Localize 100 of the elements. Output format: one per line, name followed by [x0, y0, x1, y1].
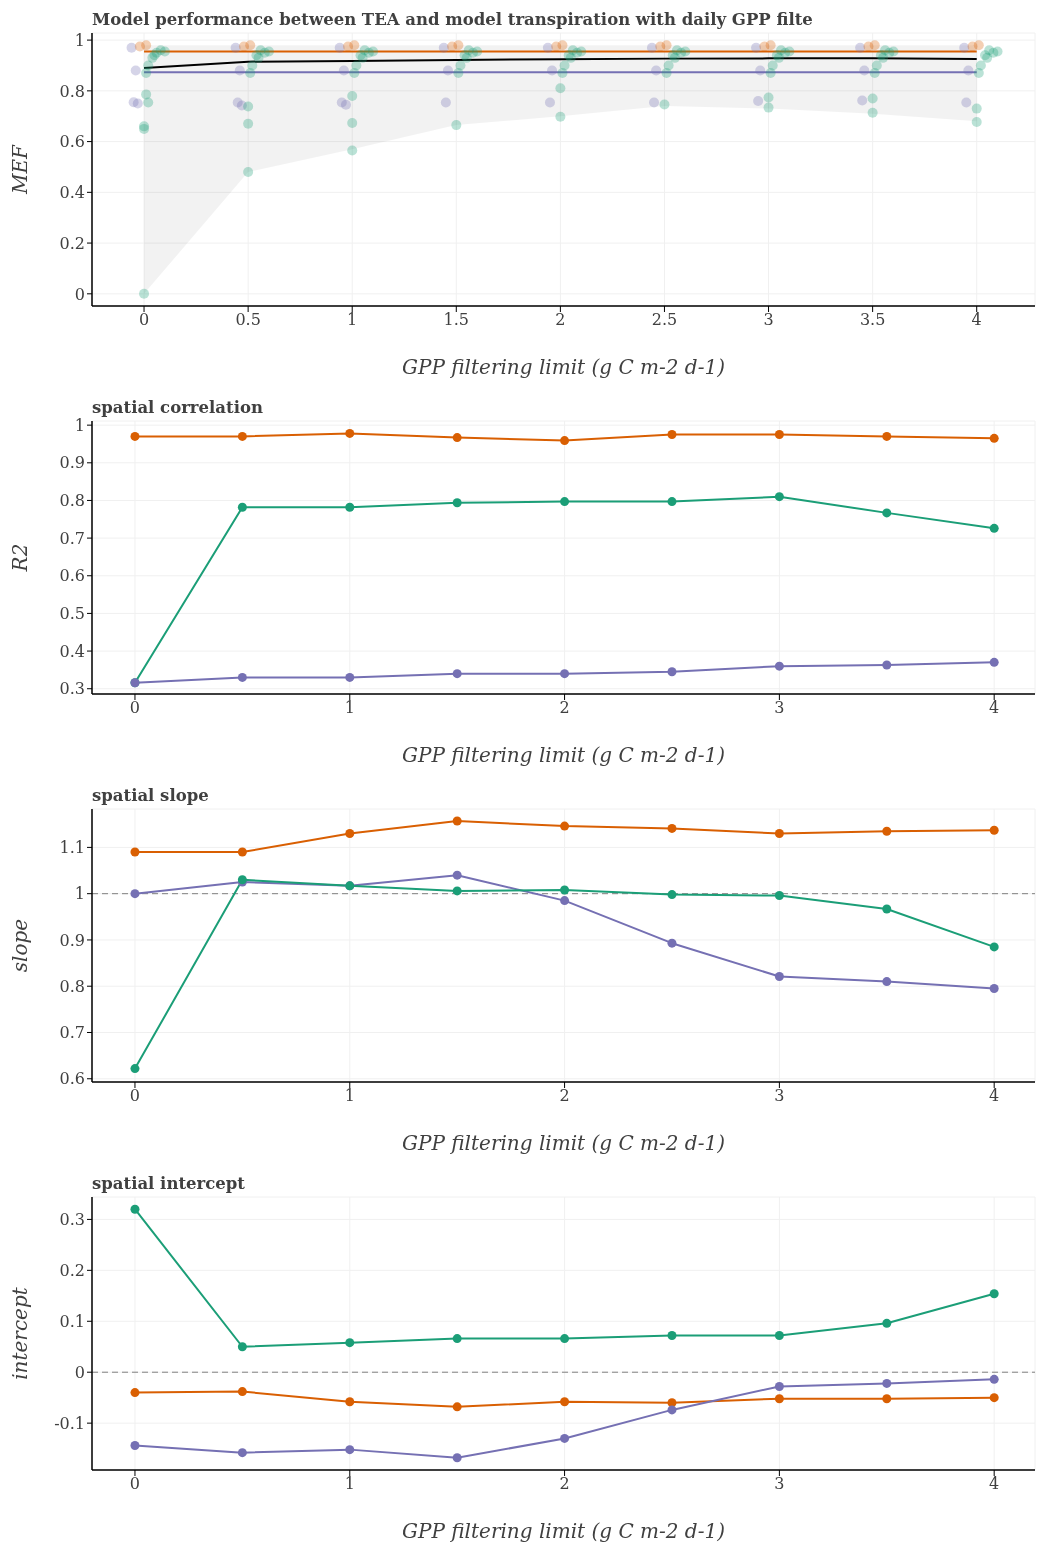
chart-title: spatial slope [92, 786, 209, 805]
point [452, 433, 462, 443]
point [751, 42, 762, 53]
y-tick-label: 0.4 [59, 183, 85, 203]
point [234, 65, 245, 76]
point [349, 40, 360, 51]
y-tick-label: 0.2 [59, 1261, 85, 1281]
x-axis-title: GPP filtering limit (g C m-2 d-1) [402, 355, 725, 379]
x-axis-title: GPP filtering limit (g C m-2 d-1) [402, 1519, 725, 1543]
x-tick-label: 0 [129, 1474, 141, 1494]
x-tick-label: 2 [555, 310, 566, 330]
point [667, 497, 677, 507]
point [544, 97, 555, 108]
y-tick-label: 0.7 [59, 1023, 85, 1043]
point [869, 40, 880, 51]
point [130, 65, 141, 76]
point [560, 436, 570, 446]
point [646, 42, 657, 53]
x-tick-label: 3.5 [859, 310, 886, 330]
x-tick-label: 4 [989, 1086, 1000, 1106]
point [765, 40, 776, 51]
y-tick-label: 1.1 [59, 838, 85, 858]
point [340, 99, 351, 110]
y-tick-label: 0.5 [59, 604, 85, 624]
x-tick-label: 3 [774, 1474, 785, 1494]
point [774, 430, 784, 440]
point [882, 660, 892, 670]
point [345, 502, 355, 512]
point [667, 890, 677, 900]
y-tick-label: 1 [74, 415, 85, 435]
point [753, 96, 764, 106]
point [237, 502, 247, 512]
y-tick-label: 0 [74, 284, 85, 304]
x-tick-label: 3 [774, 698, 785, 718]
point [882, 977, 892, 987]
x-tick-label: 1 [344, 1474, 355, 1494]
point [452, 886, 462, 896]
point [130, 1388, 140, 1398]
point [130, 889, 140, 899]
x-tick-label: 2 [559, 1086, 570, 1106]
point [130, 847, 140, 857]
point [237, 672, 247, 682]
x-tick-label: 1.5 [443, 310, 470, 330]
y-tick-label: 0.9 [59, 453, 85, 473]
point [560, 497, 570, 507]
point [882, 1318, 892, 1328]
point [667, 1331, 677, 1341]
point [345, 1397, 355, 1407]
point [345, 428, 355, 438]
point [560, 821, 570, 831]
point [859, 65, 870, 76]
point [338, 65, 349, 76]
point [661, 40, 672, 51]
point [989, 657, 999, 667]
point [345, 1338, 355, 1348]
point [560, 669, 570, 679]
chart-title: spatial intercept [92, 1174, 245, 1193]
point [547, 65, 558, 76]
point [452, 669, 462, 679]
point [882, 904, 892, 914]
point [667, 938, 677, 948]
point [989, 825, 999, 835]
y-tick-label: -0.1 [54, 1413, 85, 1433]
point [882, 508, 892, 518]
point [442, 65, 453, 76]
point [774, 972, 784, 981]
point [560, 896, 570, 906]
point [882, 826, 892, 836]
y-tick-label: 1 [74, 30, 85, 50]
y-tick-label: 0 [74, 1362, 85, 1382]
point [557, 40, 568, 51]
y-tick-label: 0.8 [59, 491, 85, 511]
point [774, 1331, 784, 1341]
point [774, 891, 784, 901]
point [651, 65, 662, 76]
point [438, 42, 449, 53]
point [882, 1394, 892, 1404]
point [452, 1453, 462, 1463]
y-tick-label: 0.1 [59, 1311, 85, 1331]
y-tick-label: 0.8 [59, 81, 85, 101]
point [345, 1445, 355, 1455]
point [989, 1374, 999, 1384]
y-axis-title: R2 [8, 543, 33, 573]
x-tick-label: 0 [129, 698, 141, 718]
point [649, 97, 660, 108]
x-tick-label: 3 [763, 310, 774, 330]
point [560, 1433, 570, 1443]
point [237, 847, 247, 857]
point [774, 661, 784, 671]
point [130, 1064, 140, 1074]
x-tick-label: 1 [347, 310, 358, 330]
x-tick-label: 2.5 [651, 310, 678, 330]
point [132, 98, 143, 109]
y-tick-label: 0.2 [59, 233, 85, 253]
point [667, 823, 677, 833]
point [237, 1342, 247, 1352]
x-tick-label: 1 [344, 1086, 355, 1106]
point [452, 1334, 462, 1344]
point [882, 431, 892, 441]
point [440, 97, 451, 108]
